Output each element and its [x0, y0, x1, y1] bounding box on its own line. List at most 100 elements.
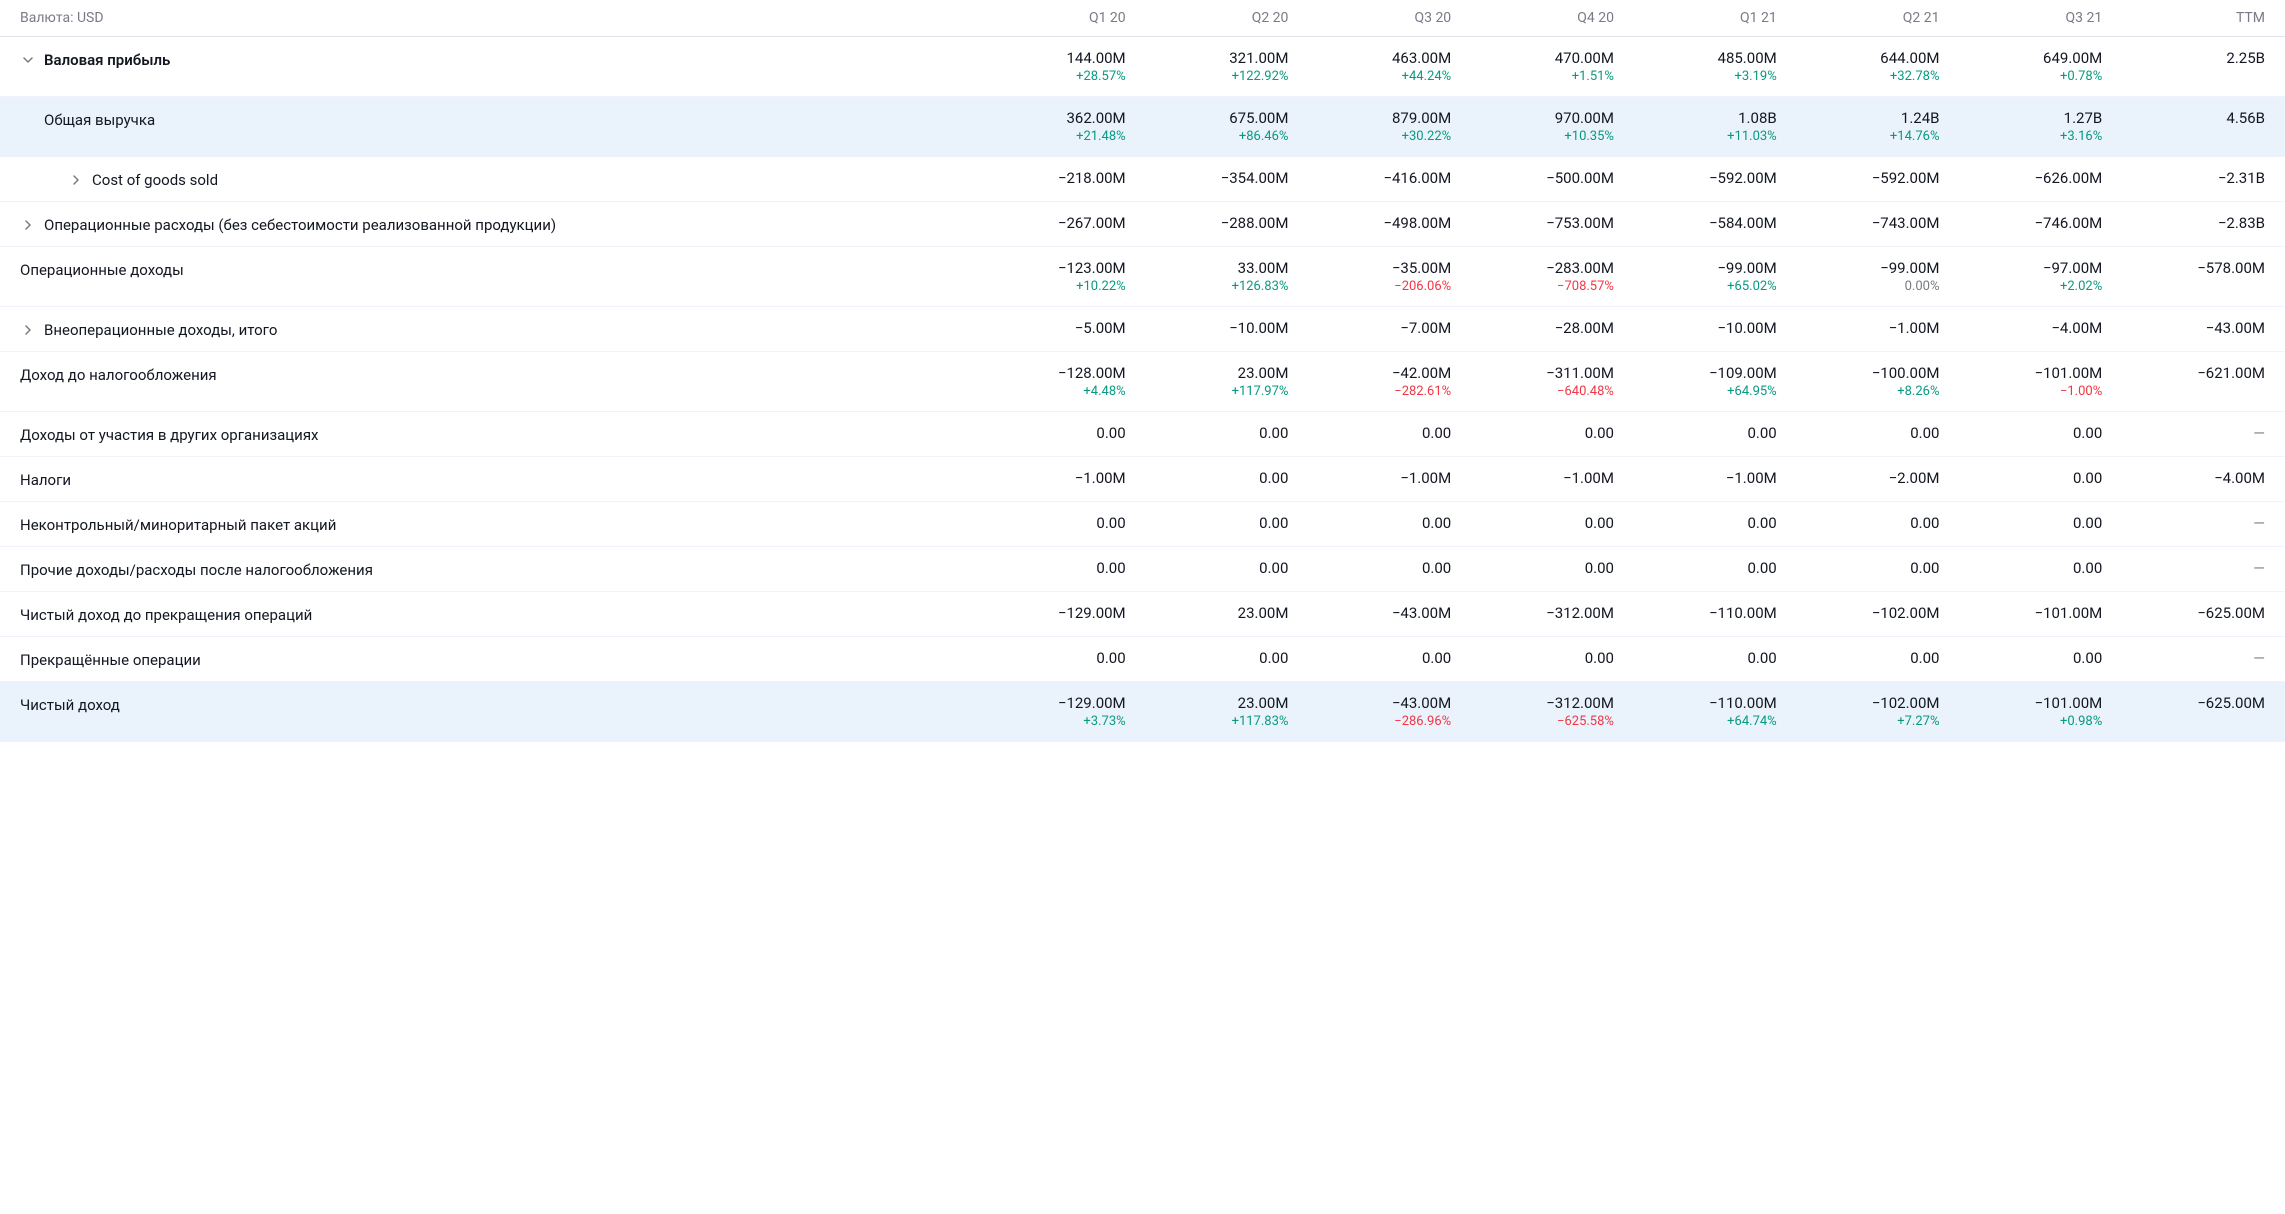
data-cell: −128.00M+4.48% — [963, 364, 1126, 399]
data-cell: −110.00M+64.74% — [1614, 694, 1777, 729]
cell-value: −123.00M — [1058, 259, 1126, 277]
column-header[interactable]: Q2 20 — [1126, 10, 1289, 26]
cell-value: −129.00M — [1058, 604, 1126, 622]
table-row[interactable]: Валовая прибыль144.00M+28.57%321.00M+122… — [0, 37, 2285, 97]
chevron-right-icon[interactable] — [68, 172, 84, 188]
data-cell: −753.00M — [1451, 214, 1614, 232]
data-cell: 0.00 — [963, 424, 1126, 442]
row-label: Валовая прибыль — [44, 51, 170, 69]
cell-value: 23.00M — [1238, 604, 1289, 622]
cell-value: −312.00M — [1546, 604, 1614, 622]
data-cell: −498.00M — [1288, 214, 1451, 232]
cell-value: −625.00M — [2197, 694, 2265, 712]
row-label: Операционные доходы — [20, 261, 184, 279]
column-header[interactable]: TTM — [2102, 10, 2265, 26]
row-label: Доходы от участия в других организациях — [20, 426, 319, 444]
data-cell: −4.00M — [2102, 469, 2265, 487]
data-cell: 0.00 — [1126, 649, 1289, 667]
table-row[interactable]: Доход до налогообложения−128.00M+4.48%23… — [0, 352, 2285, 412]
column-header[interactable]: Q1 20 — [963, 10, 1126, 26]
table-row[interactable]: Налоги−1.00M0.00−1.00M−1.00M−1.00M−2.00M… — [0, 457, 2285, 502]
cell-percent: −640.48% — [1557, 384, 1614, 399]
column-header[interactable]: Q4 20 — [1451, 10, 1614, 26]
data-cell: −2.83B — [2102, 214, 2265, 232]
chevron-right-icon[interactable] — [20, 217, 36, 233]
cell-value: −1.00M — [1075, 469, 1126, 487]
cell-value: 970.00M — [1555, 109, 1614, 127]
data-cell: −746.00M — [1939, 214, 2102, 232]
data-cell: 0.00 — [1614, 514, 1777, 532]
data-cell: 0.00 — [1126, 424, 1289, 442]
cell-value: −10.00M — [1229, 319, 1288, 337]
data-cell: −283.00M−708.57% — [1451, 259, 1614, 294]
cell-value: −1.00M — [1563, 469, 1614, 487]
table-row[interactable]: Внеоперационные доходы, итого−5.00M−10.0… — [0, 307, 2285, 352]
data-cell: −4.00M — [1939, 319, 2102, 337]
data-cell: −625.00M — [2102, 604, 2265, 622]
data-cell: −1.00M — [1451, 469, 1614, 487]
cell-value: 0.00 — [1259, 649, 1288, 667]
table-row[interactable]: Доходы от участия в других организациях 0… — [0, 412, 2285, 457]
data-cell: −1.00M — [963, 469, 1126, 487]
cell-value: −2.00M — [1889, 469, 1940, 487]
row-label-cell: Валовая прибыль — [20, 49, 963, 69]
cell-value: −28.00M — [1555, 319, 1614, 337]
cell-value: — — [2253, 649, 2265, 667]
table-row[interactable]: Общая выручка362.00M+21.48%675.00M+86.46… — [0, 97, 2285, 157]
cell-value: 1.08B — [1738, 109, 1777, 127]
cell-value: 4.56B — [2226, 109, 2265, 127]
cell-percent: +4.48% — [1083, 384, 1125, 399]
cell-percent: +0.98% — [2060, 714, 2102, 729]
cell-value: −97.00M — [2043, 259, 2102, 277]
cell-value: −218.00M — [1058, 169, 1126, 187]
cell-value: −101.00M — [2034, 364, 2102, 382]
data-cell: −7.00M — [1288, 319, 1451, 337]
data-cell: −584.00M — [1614, 214, 1777, 232]
cell-value: −498.00M — [1383, 214, 1451, 232]
cell-value: 470.00M — [1555, 49, 1614, 67]
column-header[interactable]: Q2 21 — [1777, 10, 1940, 26]
cell-value: −42.00M — [1392, 364, 1451, 382]
row-label-cell: Внеоперационные доходы, итого — [20, 319, 963, 339]
column-header[interactable]: Q1 21 — [1614, 10, 1777, 26]
data-cell: 0.00 — [1939, 514, 2102, 532]
data-cell: — — [2102, 424, 2265, 442]
data-cell: 0.00 — [1288, 649, 1451, 667]
data-cell: 463.00M+44.24% — [1288, 49, 1451, 84]
data-cell: 0.00 — [1777, 559, 1940, 577]
chevron-right-icon[interactable] — [20, 322, 36, 338]
table-row[interactable]: Чистый доход−129.00M+3.73%23.00M+117.83%… — [0, 682, 2285, 742]
cell-value: −102.00M — [1872, 604, 1940, 622]
cell-value: 649.00M — [2043, 49, 2102, 67]
data-cell: −2.31B — [2102, 169, 2265, 187]
table-row[interactable]: Cost of goods sold−218.00M−354.00M−416.0… — [0, 157, 2285, 202]
data-cell: 970.00M+10.35% — [1451, 109, 1614, 144]
table-row[interactable]: Неконтрольный/миноритарный пакет акций0.… — [0, 502, 2285, 547]
data-cell: −101.00M — [1939, 604, 2102, 622]
data-cell: −100.00M+8.26% — [1777, 364, 1940, 399]
column-header[interactable]: Q3 20 — [1288, 10, 1451, 26]
cell-percent: +126.83% — [1232, 279, 1289, 294]
column-header[interactable]: Q3 21 — [1939, 10, 2102, 26]
data-cell: −625.00M — [2102, 694, 2265, 712]
cell-value: 144.00M — [1066, 49, 1125, 67]
table-row[interactable]: Прочие доходы/расходы после налогообложе… — [0, 547, 2285, 592]
data-cell: −626.00M — [1939, 169, 2102, 187]
data-cell: 1.08B+11.03% — [1614, 109, 1777, 144]
table-row[interactable]: Операционные доходы−123.00M+10.22%33.00M… — [0, 247, 2285, 307]
cell-percent: −206.06% — [1394, 279, 1451, 294]
table-row[interactable]: Чистый доход до прекращения операций−129… — [0, 592, 2285, 637]
chevron-down-icon[interactable] — [20, 52, 36, 68]
cell-value: 0.00 — [1747, 424, 1776, 442]
table-row[interactable]: Операционные расходы (без себестоимости … — [0, 202, 2285, 247]
cell-value: −312.00M — [1546, 694, 1614, 712]
row-label-cell: Чистый доход — [20, 694, 963, 714]
data-cell: 0.00 — [1777, 649, 1940, 667]
table-row[interactable]: Прекращённые операции0.000.000.000.000.0… — [0, 637, 2285, 682]
cell-value: −500.00M — [1546, 169, 1614, 187]
table-header-row: Валюта: USD Q1 20 Q2 20 Q3 20 Q4 20 Q1 2… — [0, 0, 2285, 37]
data-cell: −267.00M — [963, 214, 1126, 232]
cell-value: 0.00 — [1910, 424, 1939, 442]
data-cell: −102.00M+7.27% — [1777, 694, 1940, 729]
data-cell: −35.00M−206.06% — [1288, 259, 1451, 294]
